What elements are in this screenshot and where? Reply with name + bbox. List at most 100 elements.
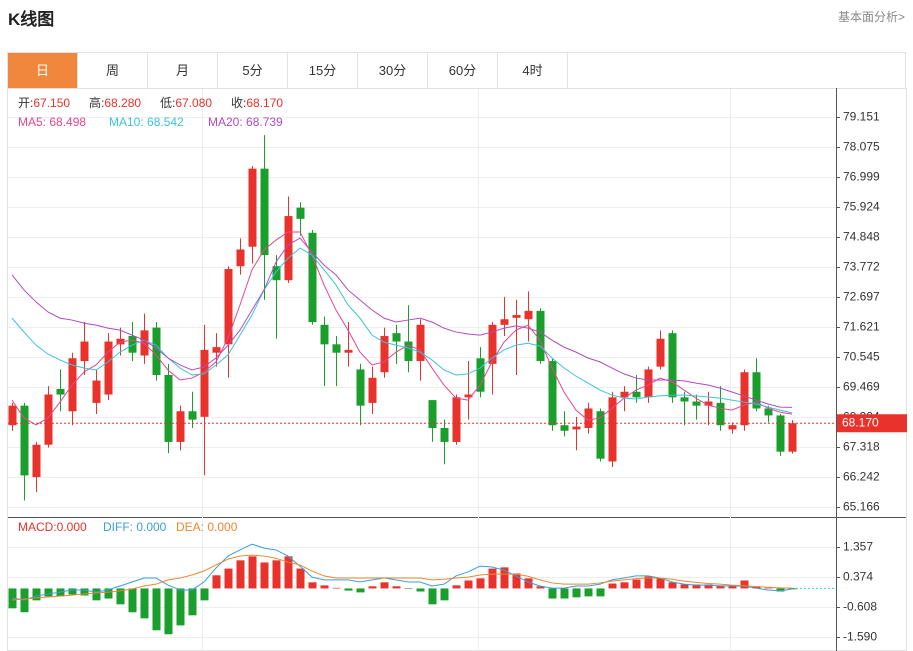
ohlc-info: 开:67.150 高:68.280 低:67.080 收:68.170: [18, 95, 283, 110]
candle-body: [80, 341, 89, 362]
y-tick-label: -0.608: [843, 600, 877, 614]
last-price-label: 68.170: [842, 415, 879, 429]
candle-body: [176, 411, 185, 442]
macd-bar: [644, 576, 653, 589]
info-label: 收:: [231, 96, 246, 110]
macd-bar: [140, 588, 149, 619]
candle-body: [212, 347, 221, 353]
macd-bar: [344, 588, 353, 591]
macd-bar: [440, 588, 449, 601]
y-tick-label: 71.621: [843, 320, 880, 334]
macd-bar: [68, 588, 77, 595]
macd-bar: [116, 588, 125, 605]
candle-body: [416, 324, 425, 362]
candle-body: [248, 168, 257, 247]
candle-body: [500, 319, 509, 325]
macd-bar: [524, 578, 533, 589]
candle-body: [128, 335, 137, 353]
macd-bar: [188, 588, 197, 616]
macd-bar: [236, 560, 245, 589]
macd-bar: [668, 582, 677, 589]
candle-body: [704, 401, 713, 406]
y-tick-label: 1.357: [843, 540, 873, 554]
y-tick-label: 69.469: [843, 380, 880, 394]
indicator-line: [11, 247, 793, 414]
macd-bar: [368, 586, 377, 589]
candle-body: [476, 358, 485, 392]
period-tabs: 日周月 5分 15分 30分 60分 4时: [7, 52, 906, 88]
period-tab[interactable]: 60分: [428, 53, 498, 88]
macd-bar: [392, 586, 401, 589]
macd-bar: [260, 562, 269, 589]
candle-body: [56, 388, 65, 395]
candle-body: [104, 341, 113, 395]
y-tick-label: -1.590: [843, 630, 877, 644]
y-tick-label: 74.848: [843, 230, 880, 244]
macd-bar: [476, 578, 485, 589]
y-tick-label: 65.166: [843, 500, 880, 514]
macd-bar: [608, 583, 617, 589]
macd-bar: [536, 586, 545, 589]
candle-body: [332, 344, 341, 353]
info-value: 67.150: [33, 96, 70, 110]
candle-body: [548, 361, 557, 426]
chart-frame: [7, 88, 907, 651]
candle-body: [788, 423, 797, 452]
macd-bar: [212, 575, 221, 589]
macd-bar: [320, 585, 329, 589]
period-tab[interactable]: 周: [78, 53, 148, 88]
macd-bar: [500, 567, 509, 589]
macd-bar: [584, 588, 593, 597]
legend-entry: DEA: 0.000: [176, 520, 238, 534]
period-tab[interactable]: 月: [148, 53, 218, 88]
y-tick-label: 70.545: [843, 350, 880, 364]
macd-bar: [404, 588, 413, 590]
macd-bar: [572, 588, 581, 598]
macd-bar: [248, 556, 257, 589]
macd-bar: [656, 578, 665, 589]
candle-body: [8, 405, 17, 426]
y-tick-label: 76.999: [843, 170, 880, 184]
candle-body: [608, 397, 617, 462]
macd-bar: [704, 584, 713, 589]
macd-bar: [416, 588, 425, 592]
candle-body: [512, 315, 521, 318]
y-tick-label: 72.697: [843, 290, 880, 304]
candle-body: [284, 216, 293, 281]
candle-body: [404, 341, 413, 362]
info-value: 68.170: [246, 96, 283, 110]
candle-body: [368, 377, 377, 403]
macd-bar: [152, 588, 161, 631]
fundamental-link[interactable]: 基本面分析>: [837, 10, 905, 24]
macd-bar: [752, 586, 761, 589]
candle-body: [260, 168, 269, 256]
y-tick-label: 67.318: [843, 440, 880, 454]
macd-bar: [740, 580, 749, 589]
period-tab[interactable]: 5分: [218, 53, 288, 88]
period-tab[interactable]: 4时: [498, 53, 568, 88]
indicator-line: [11, 554, 793, 601]
candle-body: [164, 375, 173, 442]
y-tick-label: 75.924: [843, 200, 880, 214]
period-tab[interactable]: 30分: [358, 53, 428, 88]
macd-bar: [764, 587, 773, 589]
candle-body: [308, 232, 317, 323]
info-value: 67.080: [175, 96, 212, 110]
candle-body: [356, 369, 365, 406]
macd-bar: [104, 588, 113, 599]
info-value: 68.280: [104, 96, 141, 110]
candle-body: [668, 333, 677, 398]
candle-body: [272, 266, 281, 281]
candle-body: [236, 249, 245, 267]
period-tab[interactable]: 日: [8, 53, 78, 88]
macd-bar: [224, 568, 233, 589]
macd-bar: [548, 588, 557, 599]
candle-body: [320, 324, 329, 345]
candle-body: [764, 408, 773, 416]
period-tab[interactable]: 15分: [288, 53, 358, 88]
macd-bar: [176, 588, 185, 626]
candle-body: [596, 411, 605, 459]
candle-body: [728, 425, 737, 430]
candle-body: [200, 349, 209, 417]
